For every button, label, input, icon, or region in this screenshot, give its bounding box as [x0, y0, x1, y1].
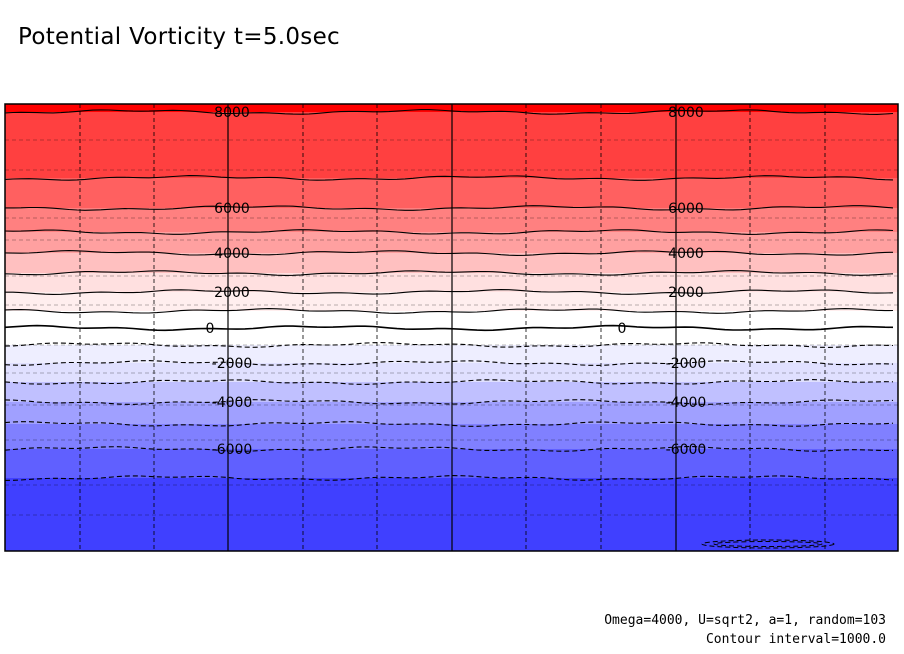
parameters-note: Omega=4000, U=sqrt2, a=1, random=103	[604, 613, 886, 628]
contour-label: -2000	[666, 356, 707, 372]
contour-lines	[4, 109, 894, 549]
contour-line	[4, 109, 894, 115]
contour-line	[4, 360, 894, 366]
contour-line	[4, 175, 894, 181]
chart-title: Potential Vorticity t=5.0sec	[18, 24, 340, 50]
contour-label: 4000	[668, 246, 704, 262]
grid-lines	[5, 104, 898, 551]
contour-line-closed	[713, 541, 823, 547]
contour-label: -6000	[212, 442, 253, 458]
contour-label: 6000	[668, 201, 704, 217]
contour-label: 2000	[214, 285, 250, 301]
contour-label: -4000	[666, 395, 707, 411]
contour-label: -4000	[212, 395, 253, 411]
contour-label: -2000	[212, 356, 253, 372]
contour-labels: 8000 8000 6000 6000 4000 4000 2000 2000 0 0 -2000 -…	[206, 105, 707, 458]
contour-line	[4, 308, 894, 314]
contour-label: 0	[618, 321, 627, 337]
contour-label: -6000	[666, 442, 707, 458]
contour-line	[4, 446, 894, 452]
contour-label: 8000	[214, 105, 250, 121]
contour-label: 2000	[668, 285, 704, 301]
contour-label: 6000	[214, 201, 250, 217]
contour-label: 4000	[214, 246, 250, 262]
plot-frame	[4, 103, 899, 552]
contour-line	[4, 250, 894, 256]
contour-line	[4, 421, 894, 427]
contour-line	[4, 229, 894, 235]
contour-line	[4, 379, 894, 385]
contour-label: 0	[206, 321, 215, 337]
contour-line-closed	[701, 539, 835, 549]
contour-line	[4, 342, 894, 348]
contour-line	[4, 270, 894, 276]
contour-line	[4, 324, 894, 332]
contour-interval-note: Contour interval=1000.0	[705, 632, 886, 647]
contour-line	[5, 205, 894, 211]
contour-line	[5, 289, 894, 295]
contour-line	[4, 475, 894, 481]
contour-label: 8000	[668, 105, 704, 121]
contour-line	[4, 399, 894, 405]
